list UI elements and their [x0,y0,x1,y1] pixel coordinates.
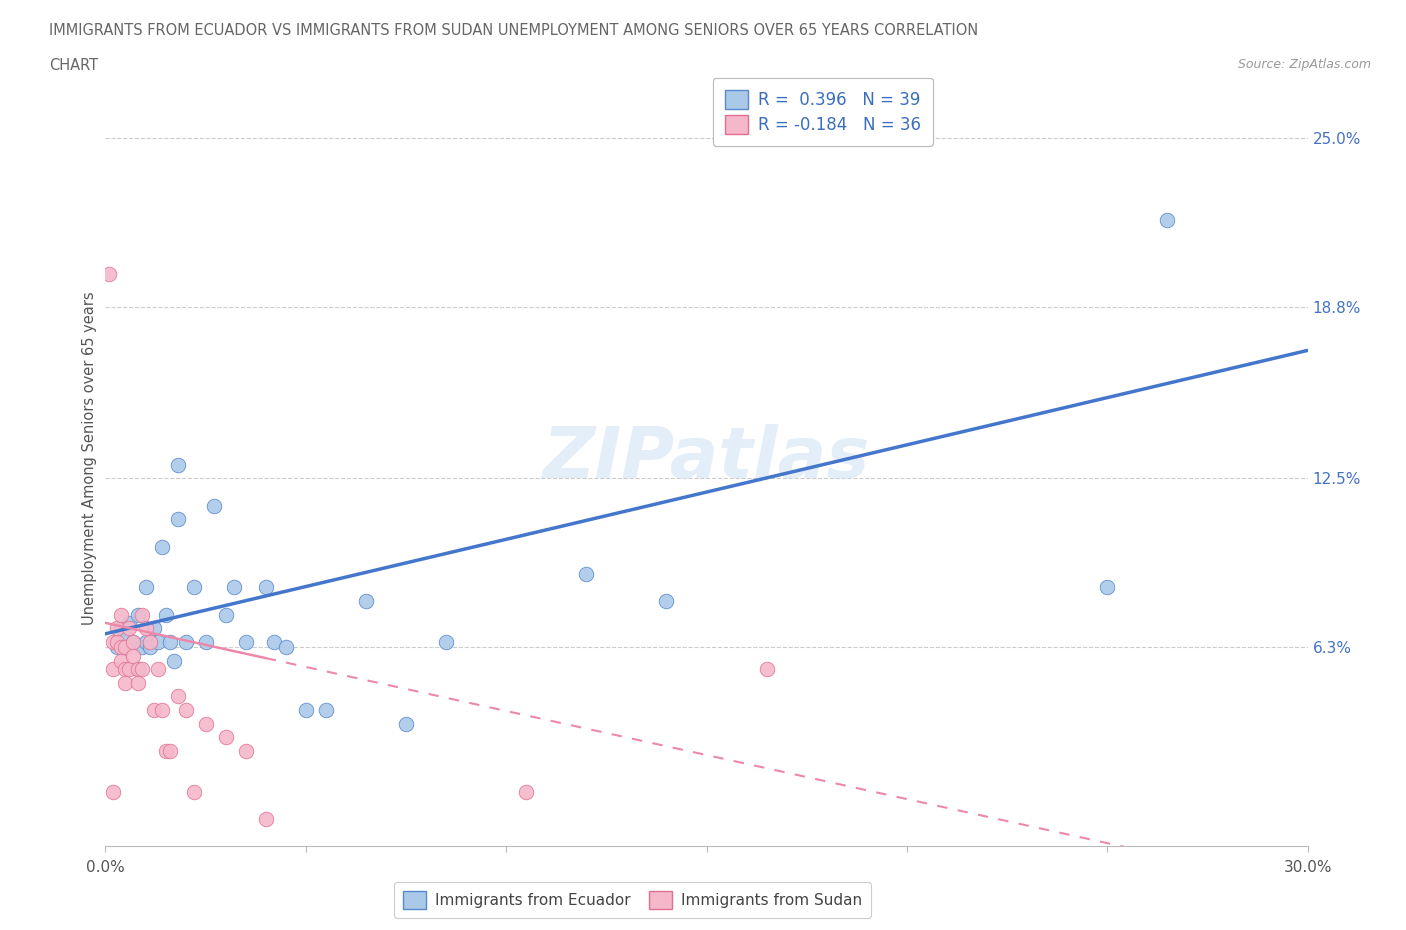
Point [655,593,678,608]
Point [159,634,181,649]
Point [118,616,141,631]
Point [107,621,129,636]
Point [166,512,188,526]
Point [107,634,129,649]
Point [755,662,778,677]
Point [110,621,132,636]
Point [122,634,145,649]
Point [135,634,157,649]
Point [98,267,121,282]
Legend: Immigrants from Ecuador, Immigrants from Sudan: Immigrants from Ecuador, Immigrants from… [394,882,872,918]
Point [146,634,169,649]
Point [162,654,184,669]
Point [254,580,277,595]
Point [183,580,205,595]
Point [142,621,165,636]
Point [155,743,177,758]
Point [395,716,418,731]
Point [103,662,125,677]
Point [135,580,157,595]
Point [155,607,177,622]
Point [131,662,153,677]
Point [202,498,225,513]
Point [235,634,257,649]
Point [138,634,160,649]
Point [274,640,297,655]
Point [159,743,181,758]
Text: ZIPatlas: ZIPatlas [543,423,870,493]
Legend: R =  0.396   N = 39, R = -0.184   N = 36: R = 0.396 N = 39, R = -0.184 N = 36 [713,78,932,146]
Point [103,634,125,649]
Point [214,730,236,745]
Point [114,640,136,655]
Point [110,654,132,669]
Point [107,640,129,655]
Point [295,703,318,718]
Point [194,716,217,731]
Text: Source: ZipAtlas.com: Source: ZipAtlas.com [1237,58,1371,71]
Point [1156,212,1178,227]
Point [114,675,136,690]
Point [122,634,145,649]
Point [1097,580,1119,595]
Point [135,621,157,636]
Point [183,784,205,799]
Point [110,640,132,655]
Point [263,634,285,649]
Point [114,662,136,677]
Point [110,607,132,622]
Point [127,662,149,677]
Point [254,812,277,827]
Point [122,648,145,663]
Point [150,703,173,718]
Y-axis label: Unemployment Among Seniors over 65 years: Unemployment Among Seniors over 65 years [82,291,97,625]
Point [138,640,160,655]
Point [354,593,377,608]
Point [166,689,188,704]
Point [222,580,245,595]
Point [146,662,169,677]
Point [114,626,136,641]
Point [150,539,173,554]
Point [194,634,217,649]
Point [214,607,236,622]
Point [776,130,799,145]
Point [235,743,257,758]
Point [434,634,457,649]
Point [174,634,197,649]
Text: IMMIGRANTS FROM ECUADOR VS IMMIGRANTS FROM SUDAN UNEMPLOYMENT AMONG SENIORS OVER: IMMIGRANTS FROM ECUADOR VS IMMIGRANTS FR… [49,23,979,38]
Point [131,607,153,622]
Point [118,621,141,636]
Point [127,607,149,622]
Point [142,703,165,718]
Point [575,566,598,581]
Text: CHART: CHART [49,58,98,73]
Point [315,703,337,718]
Point [515,784,537,799]
Point [127,662,149,677]
Point [131,640,153,655]
Point [103,784,125,799]
Point [166,458,188,472]
Point [174,703,197,718]
Point [118,662,141,677]
Point [127,675,149,690]
